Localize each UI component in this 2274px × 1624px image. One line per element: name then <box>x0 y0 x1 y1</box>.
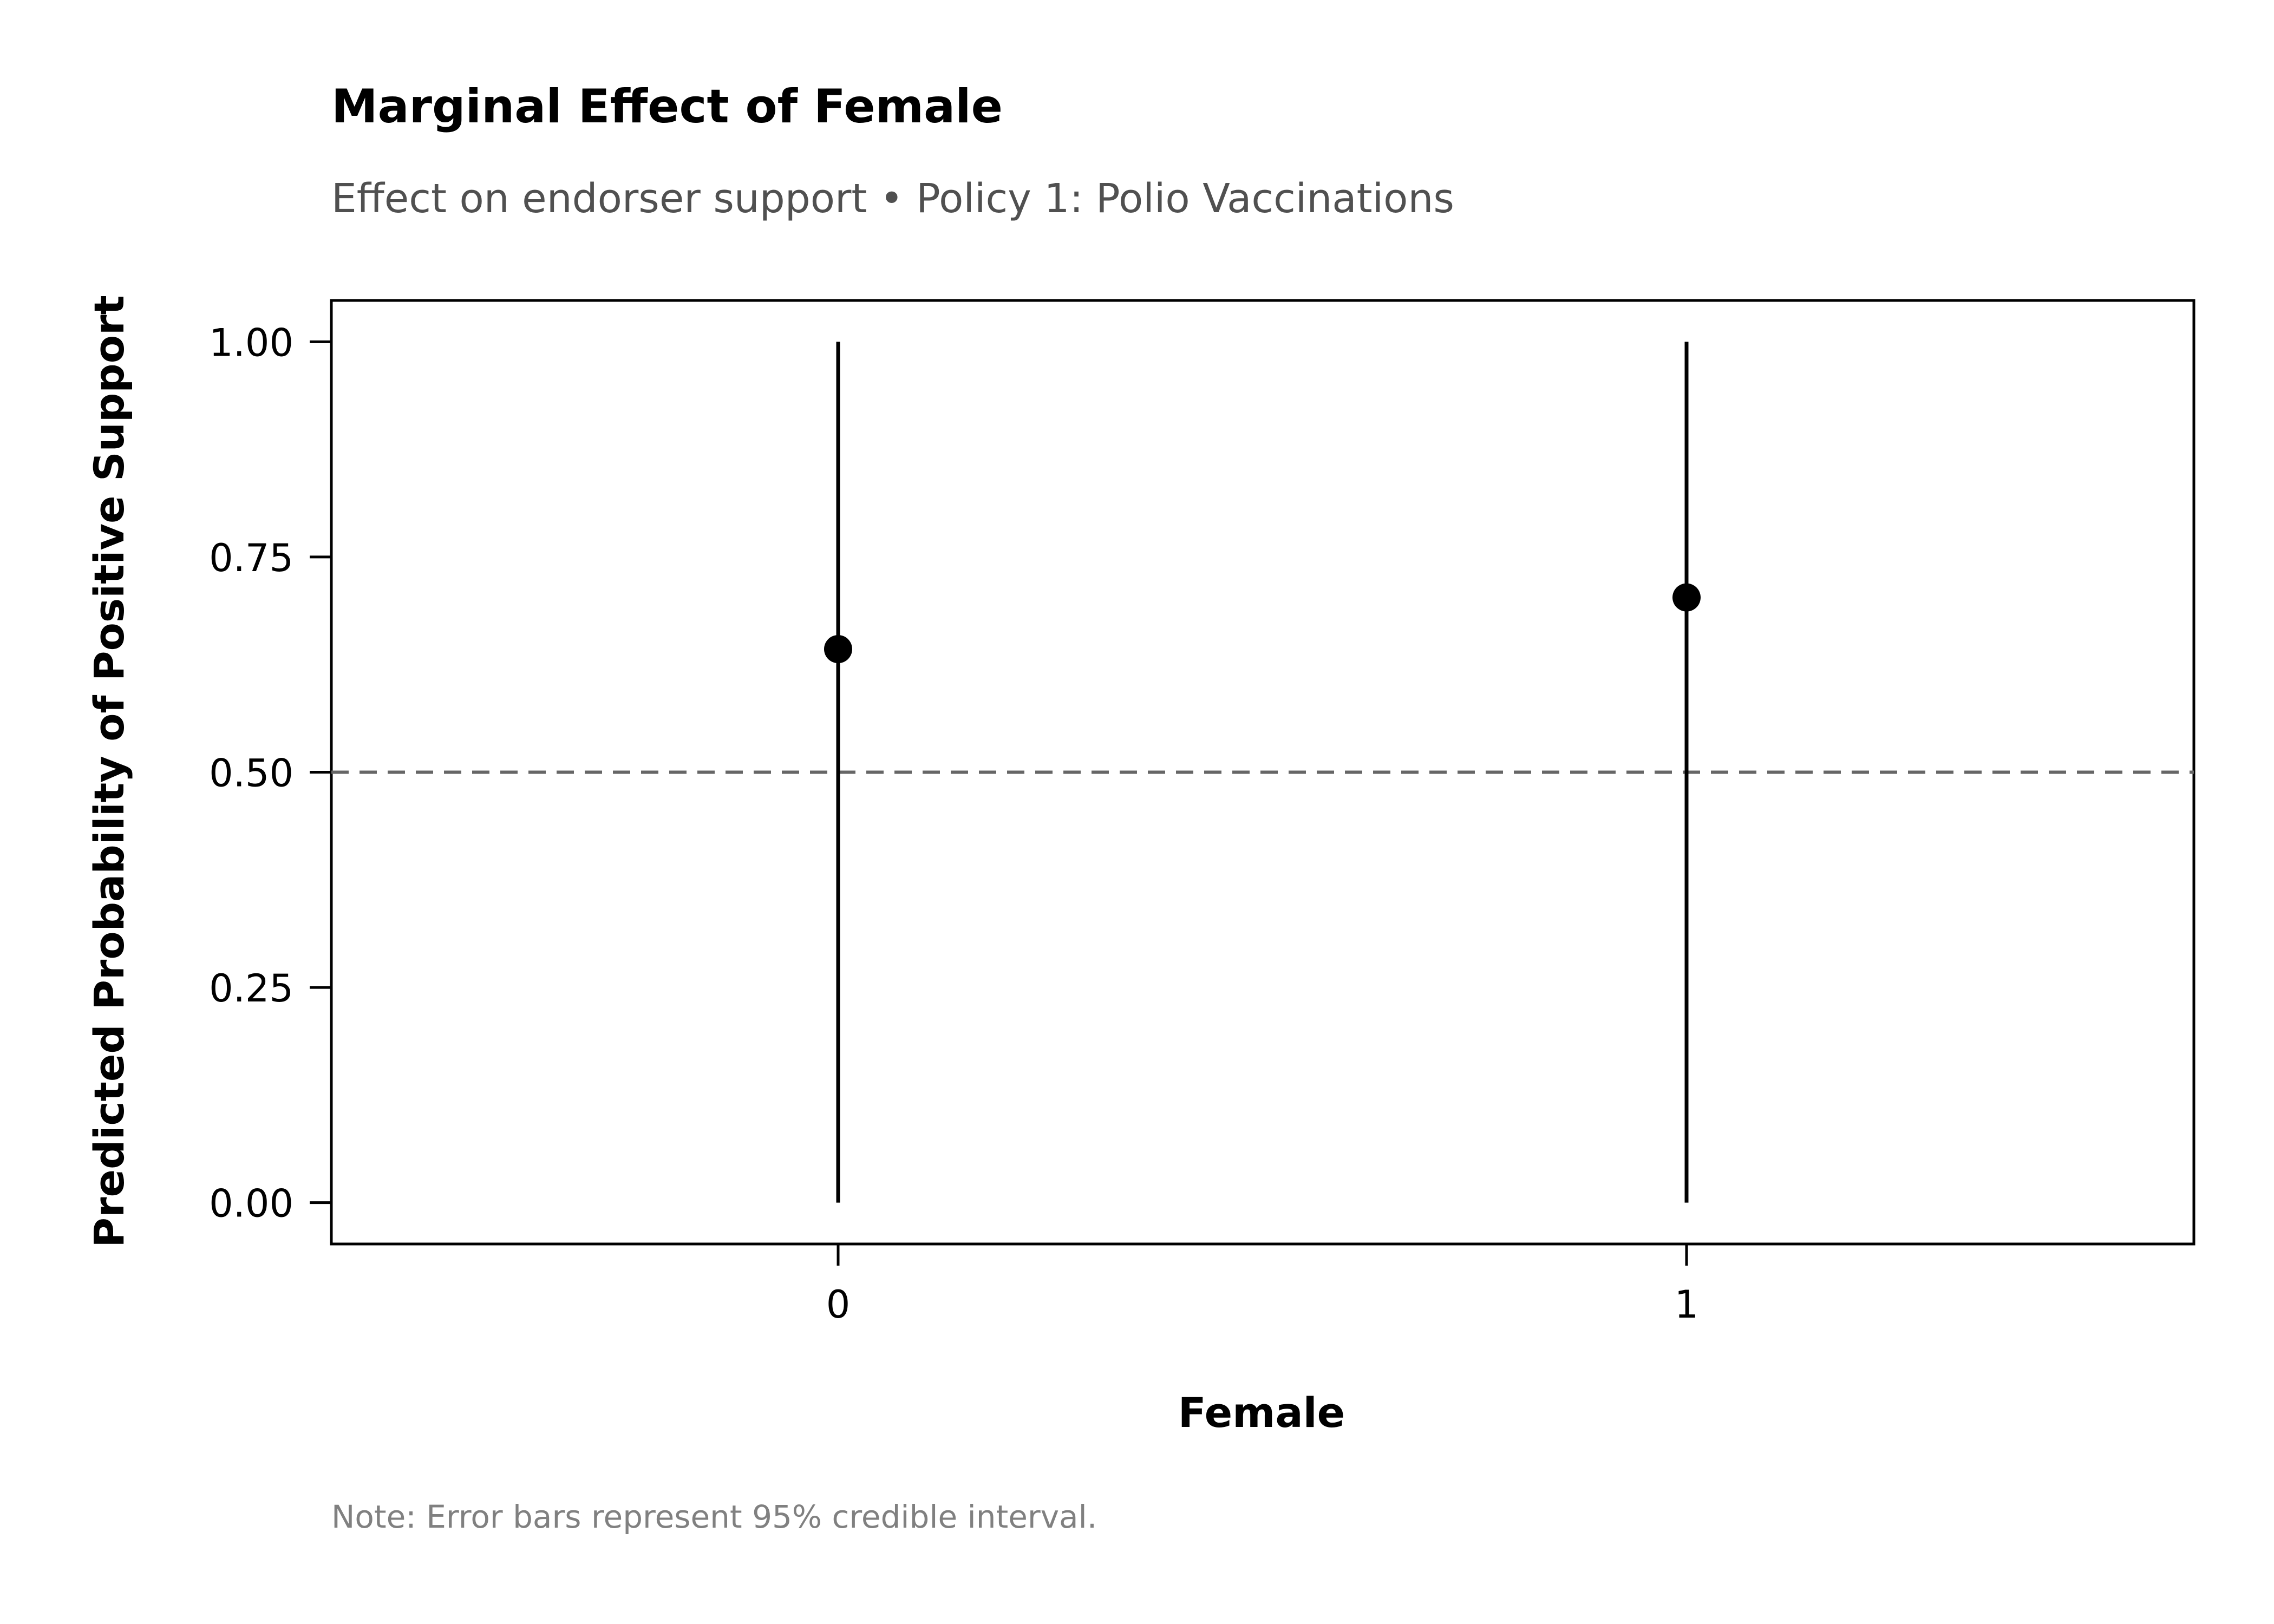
y-tick-label: 0.00 <box>209 1182 293 1226</box>
x-tick-label: 1 <box>1675 1282 1699 1327</box>
x-tick-label: 0 <box>826 1282 851 1327</box>
data-point <box>824 635 852 664</box>
chart-note: Note: Error bars represent 95% credible … <box>331 1498 1097 1535</box>
y-axis-title: Predicted Probability of Positive Suppor… <box>85 295 133 1247</box>
y-tick-label: 1.00 <box>209 320 293 365</box>
x-axis-title: Female <box>1178 1389 1345 1437</box>
y-tick-label: 0.50 <box>209 751 293 796</box>
data-point <box>1672 583 1701 612</box>
chart-title: Marginal Effect of Female <box>331 80 1003 134</box>
chart-subtitle: Effect on endorser support • Policy 1: P… <box>331 175 1454 222</box>
plot-area: 0.00 0.25 0.50 0.75 1.00 0 1 <box>209 299 2195 1327</box>
y-tick-label: 0.75 <box>209 536 293 580</box>
y-tick-label: 0.25 <box>209 966 293 1011</box>
